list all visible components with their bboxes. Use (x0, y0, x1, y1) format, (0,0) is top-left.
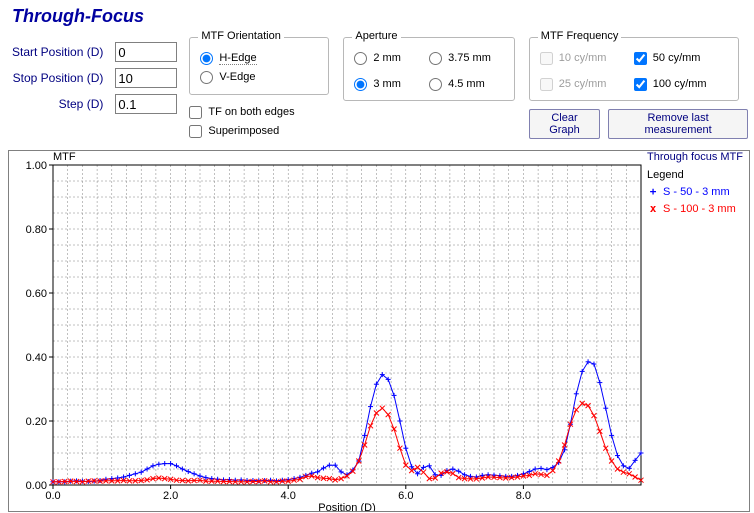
svg-text:0.0: 0.0 (45, 490, 60, 502)
legend-row: + S - 50 - 3 mm (647, 185, 743, 198)
start-position-label: Start Position (D) (12, 45, 103, 59)
mtf-frequency-group: MTF Frequency 10 cy/mm50 cy/mm25 cy/mm10… (529, 37, 739, 101)
frequency-checkbox[interactable] (634, 52, 647, 65)
svg-text:2.0: 2.0 (163, 490, 178, 502)
aperture-option-label: 3 mm (373, 78, 401, 90)
mtf-frequency-title: MTF Frequency (538, 30, 622, 42)
frequency-option-label: 100 cy/mm (653, 78, 707, 90)
aperture-option-label: 2 mm (373, 52, 401, 64)
svg-text:1.00: 1.00 (26, 160, 47, 172)
frequency-checkbox (540, 78, 553, 91)
aperture-option-label: 3.75 mm (448, 52, 491, 64)
aperture-radio[interactable] (429, 52, 442, 65)
clear-graph-button[interactable]: Clear Graph (529, 109, 600, 139)
chart-panel: MTF Through focus MTF 0.000.200.400.600.… (8, 150, 750, 512)
legend-row: x S - 100 - 3 mm (647, 202, 743, 215)
aperture-group: Aperture 2 mm3.75 mm3 mm4.5 mm (343, 37, 514, 101)
step-label: Step (D) (12, 97, 103, 111)
legend-marker: x (647, 202, 659, 215)
v-edge-radio[interactable] (200, 71, 213, 84)
frequency-checkbox (540, 52, 553, 65)
controls-panel: Start Position (D) Stop Position (D) Ste… (12, 37, 748, 141)
frequency-option-label: 10 cy/mm (559, 52, 607, 64)
svg-text:4.0: 4.0 (281, 490, 296, 502)
tf-both-edges-label: TF on both edges (208, 106, 294, 118)
v-edge-label: V-Edge (219, 71, 255, 83)
aperture-radio[interactable] (429, 78, 442, 91)
svg-text:Position (D): Position (D) (318, 502, 375, 511)
chart-legend: Legend + S - 50 - 3 mm x S - 100 - 3 mm (647, 169, 743, 219)
frequency-option-label: 50 cy/mm (653, 52, 701, 64)
remove-last-measurement-button[interactable]: Remove last measurement (608, 109, 748, 139)
h-edge-radio[interactable] (200, 52, 213, 65)
h-edge-label: H-Edge (219, 52, 256, 65)
legend-label: S - 100 - 3 mm (663, 203, 736, 215)
svg-text:0.80: 0.80 (26, 224, 47, 236)
stop-position-label: Stop Position (D) (12, 71, 103, 85)
start-position-input[interactable] (115, 42, 177, 62)
superimposed-label: Superimposed (208, 125, 279, 137)
svg-text:8.0: 8.0 (516, 490, 531, 502)
frequency-column: MTF Frequency 10 cy/mm50 cy/mm25 cy/mm10… (529, 37, 748, 139)
svg-text:0.40: 0.40 (26, 352, 47, 364)
svg-text:0.00: 0.00 (26, 480, 47, 492)
stop-position-input[interactable] (115, 68, 177, 88)
mtf-orientation-title: MTF Orientation (198, 30, 283, 42)
frequency-option-label: 25 cy/mm (559, 78, 607, 90)
legend-title: Legend (647, 169, 743, 181)
legend-label: S - 50 - 3 mm (663, 186, 730, 198)
aperture-option-label: 4.5 mm (448, 78, 485, 90)
chart-plot: 0.00 0.20 0.40 0.60 0.80 1.00 0.0 2.0 4.0 6.0 8.0 P… (9, 151, 749, 511)
orientation-extra: TF on both edges Superimposed (189, 103, 329, 140)
aperture-title: Aperture (352, 30, 400, 42)
svg-text:0.20: 0.20 (26, 416, 47, 428)
aperture-radio[interactable] (354, 52, 367, 65)
step-input[interactable] (115, 94, 177, 114)
svg-text:0.60: 0.60 (26, 288, 47, 300)
mtf-orientation-group: MTF Orientation H-Edge V-Edge (189, 37, 329, 95)
superimposed-checkbox[interactable] (189, 125, 202, 138)
frequency-checkbox[interactable] (634, 78, 647, 91)
legend-marker: + (647, 185, 659, 198)
tf-both-edges-checkbox[interactable] (189, 106, 202, 119)
aperture-radio[interactable] (354, 78, 367, 91)
svg-text:6.0: 6.0 (398, 490, 413, 502)
orientation-column: MTF Orientation H-Edge V-Edge TF on both… (189, 37, 329, 141)
page-title: Through-Focus (12, 6, 748, 27)
position-inputs: Start Position (D) Stop Position (D) Ste… (12, 39, 175, 117)
